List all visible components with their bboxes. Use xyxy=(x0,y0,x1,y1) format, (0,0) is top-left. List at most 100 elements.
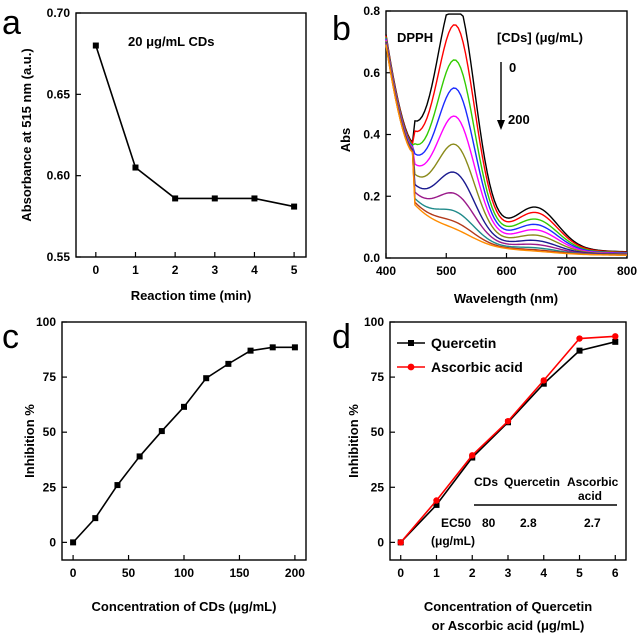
panel-b-ticks: 400 500 600 700 800 0.0 0.2 0.4 0.6 0.8 xyxy=(363,4,637,278)
panel-b-spectrum-3 xyxy=(385,38,628,254)
panel-c-xtick-label-4: 200 xyxy=(285,566,305,580)
panel-b-spectrum-8 xyxy=(385,43,628,256)
panel-b-spectrum-4 xyxy=(385,39,628,255)
panel-c-series-0-point-3 xyxy=(136,453,143,460)
panel-c-ytick-label-4: 100 xyxy=(36,315,56,329)
panel-a-xtick-label-3: 3 xyxy=(211,263,218,277)
panel-a-series-0-line xyxy=(95,45,295,208)
panel-d-series-1-point-6 xyxy=(612,333,619,340)
panel-a-series-0-point-3 xyxy=(211,195,218,202)
panel-b-xtick-label-1: 500 xyxy=(436,264,456,278)
panel-b-xtick-label-3: 700 xyxy=(557,264,577,278)
table-value-ascorbic: 2.7 xyxy=(584,516,601,530)
panel-d-series-1-point-2 xyxy=(469,452,476,459)
panel-b-data xyxy=(385,13,628,256)
panel-b-xtick-label-2: 600 xyxy=(496,264,516,278)
panel-c-ylabel: Inhibition % xyxy=(22,404,37,478)
panel-c-xlabel: Concentration of CDs (μg/mL) xyxy=(92,599,277,614)
panel-d-series-1-point-4 xyxy=(540,377,547,384)
panel-b-xlabel: Wavelength (nm) xyxy=(454,291,558,306)
panel-b-spectrum-5 xyxy=(385,40,628,255)
panel-d-data xyxy=(397,333,619,546)
panel-c-series-0-point-8 xyxy=(247,347,254,354)
panel-d-ticks: 0 1 2 3 4 5 6 0 25 50 75 100 xyxy=(364,315,619,580)
panel-d-series-1-point-1 xyxy=(433,497,440,504)
panel-b-ytick-label-2: 0.4 xyxy=(363,128,380,142)
panel-d-xtick-label-3: 3 xyxy=(505,566,512,580)
table-header-cds: CDs xyxy=(474,475,498,489)
panel-a-xlabel: Reaction time (min) xyxy=(131,288,252,303)
panel-b-spectrum-10 xyxy=(385,44,628,256)
panel-b-spectrum-2 xyxy=(385,37,628,254)
panel-a-ytick-label-1: 0.60 xyxy=(47,169,71,183)
panel-c-ytick-label-1: 25 xyxy=(43,480,57,494)
panel-a-series-0-point-5 xyxy=(291,203,298,210)
panel-c-ticks: 0 50 100 150 200 0 25 50 75 100 xyxy=(36,315,305,580)
panel-b-ytick-label-0: 0.0 xyxy=(363,251,380,265)
panel-d-series-0-point-6 xyxy=(612,338,619,345)
panel-b-xtick-label-4: 800 xyxy=(617,264,637,278)
panel-c-series-0-point-4 xyxy=(158,428,165,435)
panel-a-frame xyxy=(75,12,307,258)
panel-d-xtick-label-0: 0 xyxy=(397,566,404,580)
panel-b: b 400 500 600 700 800 0.0 0.2 0.4 0.6 0.8 DPPH [C… xyxy=(332,4,637,306)
panel-c-series-0-point-7 xyxy=(225,360,232,367)
panel-a-series-0-point-1 xyxy=(132,164,139,171)
panel-d-xtick-label-1: 1 xyxy=(433,566,440,580)
panel-a-ylabel: Absorbance at 515 nm (a.u.) xyxy=(19,48,34,221)
panel-b-letter: b xyxy=(332,10,351,48)
panel-b-ytick-label-4: 0.8 xyxy=(363,4,380,18)
panel-d-xtick-label-4: 4 xyxy=(540,566,547,580)
panel-b-ylabel: Abs xyxy=(338,128,353,153)
table-value-quercetin: 2.8 xyxy=(520,516,537,530)
panel-b-spectrum-0 xyxy=(385,13,628,253)
panel-a-ytick-label-3: 0.70 xyxy=(47,6,71,20)
legend-ascorbic-label: Ascorbic acid xyxy=(431,359,523,375)
panel-b-xtick-label-0: 400 xyxy=(376,264,396,278)
panel-a-xtick-label-5: 5 xyxy=(291,263,298,277)
legend-quercetin-marker xyxy=(408,340,414,346)
panel-c-series-0-point-6 xyxy=(203,375,210,382)
panel-c-letter: c xyxy=(2,318,19,356)
panel-a-ytick-label-0: 0.55 xyxy=(47,250,71,264)
panel-b-annotation-right: [CDs] (μg/mL) xyxy=(497,30,583,45)
panel-b-arrow-top-label: 0 xyxy=(509,60,516,75)
panel-b-arrow-bottom-label: 200 xyxy=(508,112,530,127)
panel-b-ytick-label-3: 0.6 xyxy=(363,66,380,80)
panel-a-data xyxy=(92,42,298,210)
panel-c-ytick-label-2: 50 xyxy=(43,425,57,439)
panel-d-xlabel-line2: or Ascorbic acid (μg/mL) xyxy=(432,618,585,633)
panel-d-series-1-point-3 xyxy=(504,417,512,425)
panel-d-series-1-point-5 xyxy=(576,335,583,342)
panel-d-xtick-label-2: 2 xyxy=(469,566,476,580)
panel-d-xtick-label-6: 6 xyxy=(612,566,619,580)
panel-d-xtick-label-5: 5 xyxy=(576,566,583,580)
panel-c-xtick-label-1: 50 xyxy=(122,566,136,580)
panel-a-ticks: 0 1 2 3 4 5 0.55 0.60 0.65 0.70 xyxy=(47,6,298,277)
table-value-cds: 80 xyxy=(482,516,496,530)
panel-a-annotation: 20 μg/mL CDs xyxy=(128,34,214,49)
panel-d-series-0-point-4 xyxy=(540,380,547,387)
panel-c-xtick-label-3: 150 xyxy=(229,566,249,580)
panel-b-arrow-head xyxy=(497,120,505,130)
panel-a-series-0-point-4 xyxy=(251,195,258,202)
table-header-ascorbic: Ascorbic xyxy=(567,475,619,489)
panel-d-series-1-point-0 xyxy=(397,539,404,546)
panel-d-ytick-label-2: 50 xyxy=(371,425,385,439)
panel-a-xtick-label-0: 0 xyxy=(92,263,99,277)
panel-c-ytick-label-3: 75 xyxy=(43,370,57,384)
panel-c-xtick-label-0: 0 xyxy=(70,566,77,580)
panel-b-spectrum-7 xyxy=(385,42,628,256)
panel-a-letter: a xyxy=(2,4,21,42)
panel-a-xtick-label-4: 4 xyxy=(251,263,258,277)
panel-a-series-0-point-0 xyxy=(92,42,99,49)
panel-b-annotation-left: DPPH xyxy=(397,30,433,45)
panel-d-ytick-label-0: 0 xyxy=(377,535,384,549)
panel-c-series-0-point-1 xyxy=(92,515,99,522)
panel-a-xtick-label-2: 2 xyxy=(172,263,179,277)
panel-d-legend: Quercetin Ascorbic acid xyxy=(397,335,523,375)
panel-a: a 20 μg/mL CDs 0 1 2 3 4 5 0.55 0.60 0.65 0.70 Re… xyxy=(2,4,307,303)
table-header-acid: acid xyxy=(578,489,602,503)
panel-c-series-0-point-9 xyxy=(269,344,276,351)
